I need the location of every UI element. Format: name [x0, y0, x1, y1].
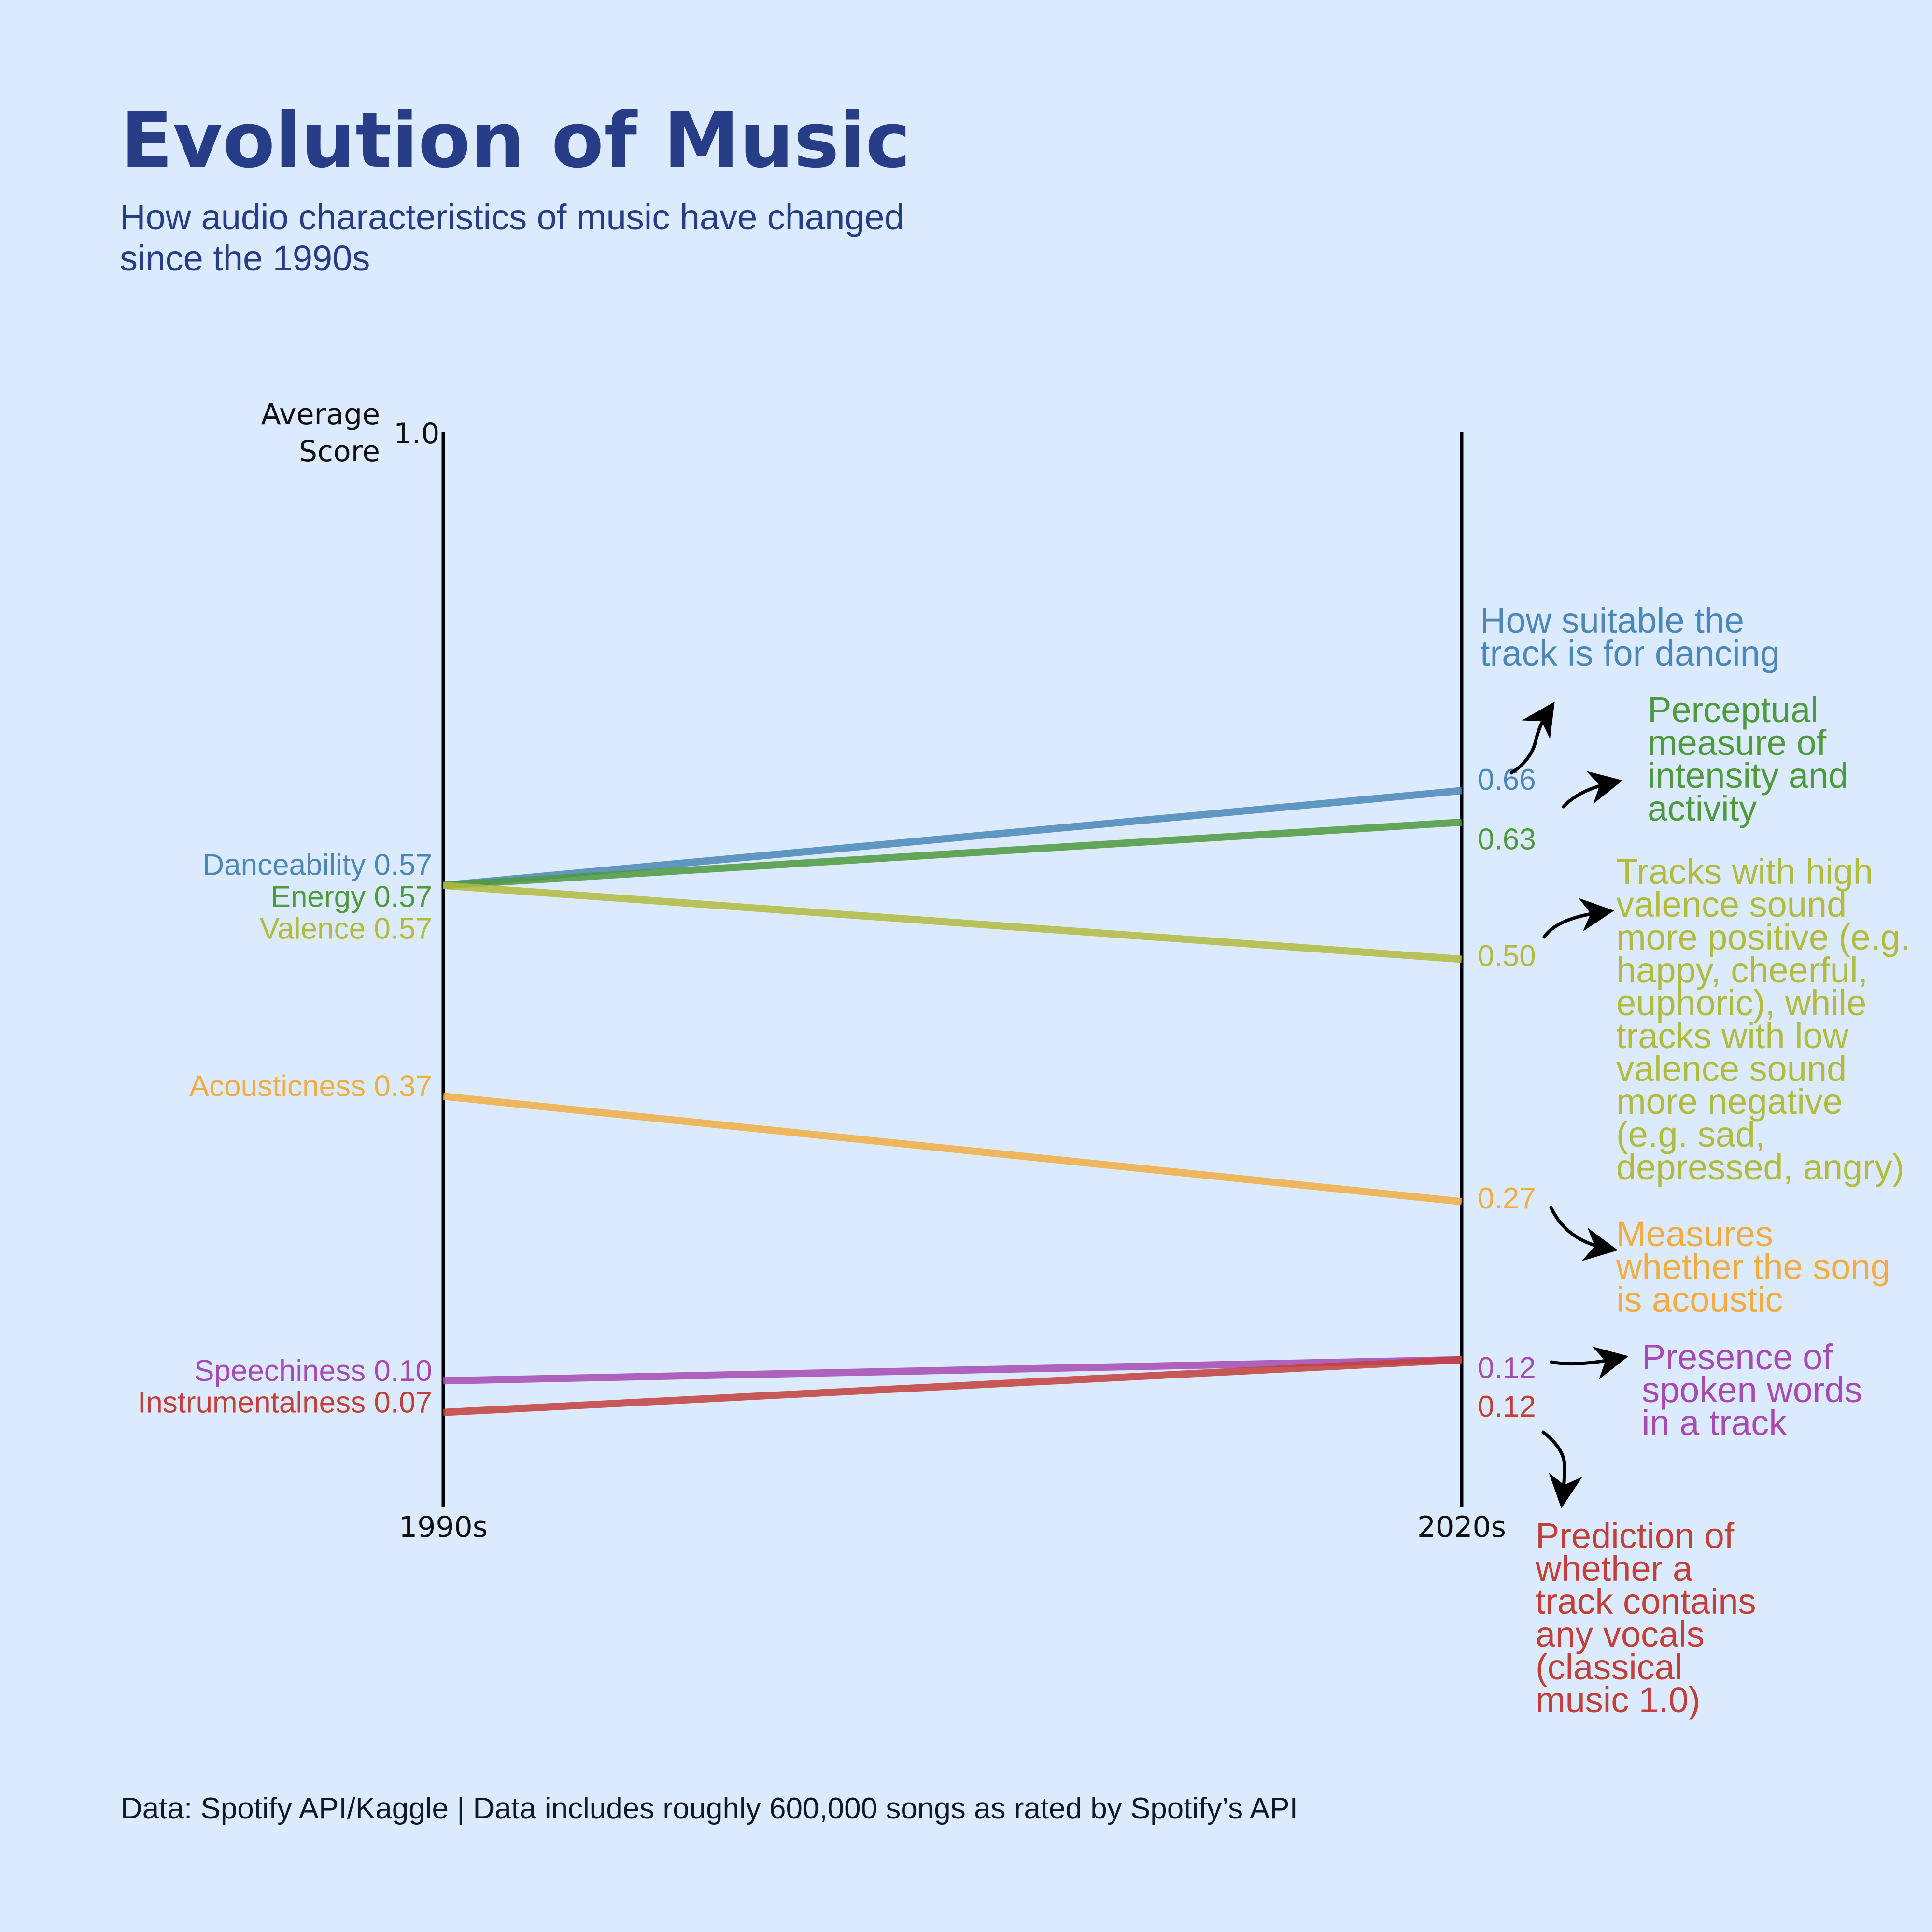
chart-title: Evolution of Music: [121, 96, 911, 185]
start-label-energy: Energy 0.57: [271, 880, 432, 913]
start-label-instrumentalness: Instrumentalness 0.07: [138, 1386, 432, 1419]
series-line-danceability: [443, 787, 1462, 889]
end-label-speechiness: 0.12: [1478, 1351, 1536, 1385]
description-acousticness: Measures whether the song is acoustic: [1616, 1214, 1890, 1320]
annotation-arrow-instrumentalness: [1541, 1430, 1582, 1508]
y-axis-label-line-1: Average: [261, 398, 380, 431]
description-energy: Perceptual measure of intensity and activit…: [1648, 690, 1848, 828]
description-instrumentalness: Prediction of whether a track contains any …: [1535, 1516, 1756, 1720]
start-label-acousticness: Acousticness 0.37: [189, 1070, 432, 1103]
y-tick-label-max: 1.0: [394, 417, 439, 451]
series-lines: [443, 787, 1462, 1416]
x-tick-label-2020s: 2020s: [1417, 1510, 1506, 1544]
x-tick-label-1990s: 1990s: [399, 1510, 488, 1544]
source-caption: Data: Spotify API/Kaggle | Data includes…: [121, 1792, 1298, 1825]
description-danceability: How suitable the track is for dancing: [1480, 600, 1780, 673]
description-valence: Tracks with high valence sound more positi…: [1616, 852, 1910, 1187]
description-speechiness: Presence of spoken words in a track: [1642, 1337, 1862, 1443]
annotations: How suitable the track is for dancing Perc…: [1480, 600, 1910, 1720]
annotation-arrow-speechiness: [1550, 1346, 1629, 1380]
end-label-valence: 0.50: [1478, 939, 1536, 973]
series-labels: Danceability 0.57 0.66 Energy 0.57 0.63 Vale…: [138, 763, 1536, 1423]
chart-subtitle-line-1: How audio characteristics of music have …: [120, 197, 904, 237]
series-line-energy: [443, 818, 1462, 889]
annotation-arrow-energy: [1562, 771, 1623, 809]
end-label-instrumentalness: 0.12: [1478, 1390, 1536, 1423]
end-label-danceability: 0.66: [1478, 763, 1536, 796]
start-label-danceability: Danceability 0.57: [202, 848, 432, 881]
series-line-instrumentalness: [443, 1356, 1462, 1416]
annotation-arrow-acousticness: [1549, 1206, 1618, 1261]
series-line-acousticness: [443, 1093, 1462, 1206]
y-axis-label-line-2: Score: [299, 435, 380, 469]
end-label-energy: 0.63: [1478, 823, 1536, 856]
series-line-speechiness: [443, 1356, 1462, 1385]
chart-subtitle-line-2: since the 1990s: [120, 238, 370, 278]
start-label-valence: Valence 0.57: [260, 912, 432, 945]
annotation-arrow-valence: [1542, 898, 1614, 939]
start-label-speechiness: Speechiness 0.10: [194, 1354, 432, 1388]
annotation-arrow-danceability: [1509, 701, 1555, 775]
end-label-acousticness: 0.27: [1478, 1182, 1536, 1215]
series-line-valence: [443, 881, 1462, 963]
